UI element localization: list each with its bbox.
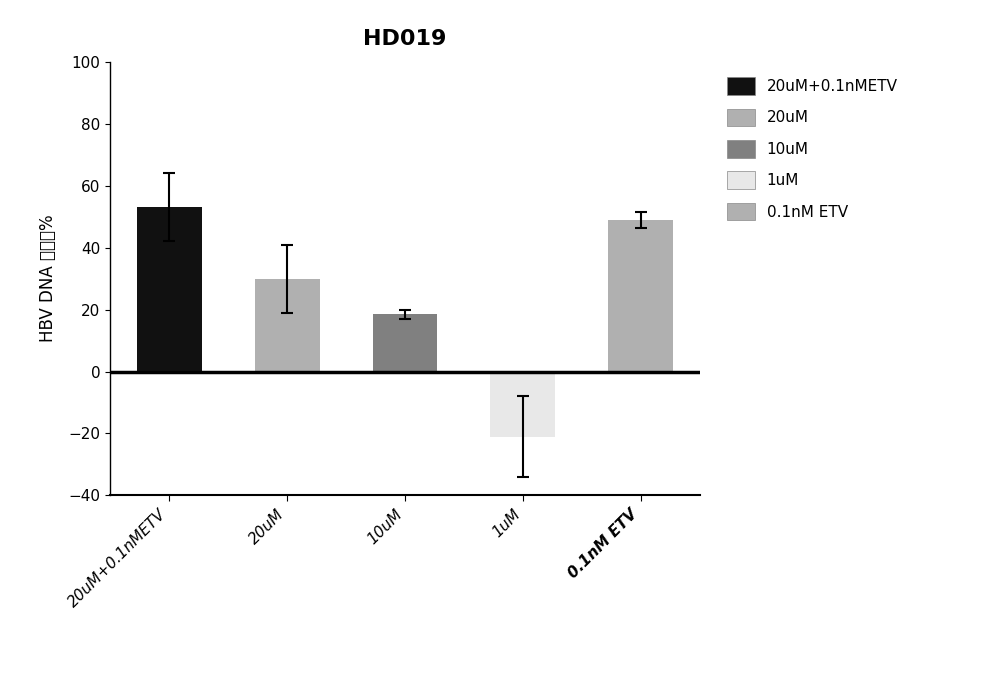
Bar xyxy=(255,279,320,372)
Legend: 20uM+0.1nMETV, 20uM, 10uM, 1uM, 0.1nM ETV: 20uM+0.1nMETV, 20uM, 10uM, 1uM, 0.1nM ET… xyxy=(719,69,905,228)
Bar xyxy=(490,372,555,437)
Y-axis label: HBV DNA 抑制率%: HBV DNA 抑制率% xyxy=(39,215,57,343)
Bar xyxy=(137,208,202,372)
Title: HD019: HD019 xyxy=(363,30,447,50)
Text: 1uM: 1uM xyxy=(489,506,523,540)
Bar xyxy=(608,220,673,372)
Text: 10uM: 10uM xyxy=(365,506,405,547)
Bar xyxy=(373,314,437,372)
Text: 0.1nM ETV: 0.1nM ETV xyxy=(566,506,641,581)
Text: 20uM+0.1nMETV: 20uM+0.1nMETV xyxy=(66,506,169,610)
Text: 20uM: 20uM xyxy=(247,506,287,547)
